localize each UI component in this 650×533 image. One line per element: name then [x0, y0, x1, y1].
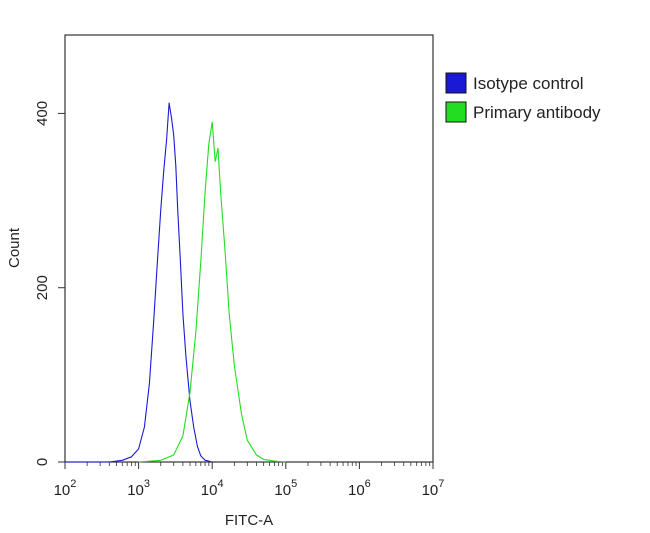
legend-swatch: [445, 72, 467, 94]
x-tick-label: 106: [348, 478, 371, 499]
legend-label: Isotype control: [473, 74, 584, 93]
x-tick-label-base: 10: [348, 482, 365, 499]
y-tick-label: 400: [34, 101, 51, 126]
x-tick-label-exponent: 6: [365, 478, 371, 490]
x-tick-label: 102: [54, 478, 77, 499]
x-tick-label-base: 10: [201, 482, 218, 499]
x-tick-label-base: 10: [127, 482, 144, 499]
x-tick-label-exponent: 5: [291, 478, 297, 490]
x-tick-label-exponent: 7: [438, 478, 444, 490]
x-tick-label: 107: [422, 478, 445, 499]
x-tick-label-exponent: 4: [217, 478, 223, 490]
x-tick-label-exponent: 2: [70, 478, 76, 490]
series-line-2: [138, 121, 286, 463]
legend-label: Primary antibody: [473, 103, 601, 122]
legend-swatch: [445, 101, 467, 123]
series-line-1: [65, 102, 213, 463]
x-tick-label: 105: [274, 478, 297, 499]
y-tick-label: 0: [34, 458, 51, 466]
y-axis-ticks: 0 200 400: [34, 101, 65, 466]
plot-area-frame: [64, 34, 434, 463]
x-tick-label-base: 10: [274, 482, 291, 499]
x-tick-label: 103: [127, 478, 150, 499]
x-axis-title: FITC-A: [225, 512, 273, 529]
series-layer: [65, 102, 286, 463]
y-tick-label: 200: [34, 275, 51, 300]
x-tick-label-base: 10: [54, 482, 71, 499]
x-tick-label-base: 10: [422, 482, 439, 499]
x-tick-label: 104: [201, 478, 224, 499]
x-minor-ticks: [86, 462, 431, 466]
y-axis-title: Count: [6, 227, 23, 268]
x-axis-ticks: 102 103 104 105 106 107: [54, 462, 445, 499]
x-tick-label-exponent: 3: [144, 478, 150, 490]
legend: Isotype control Primary antibody: [445, 72, 601, 123]
